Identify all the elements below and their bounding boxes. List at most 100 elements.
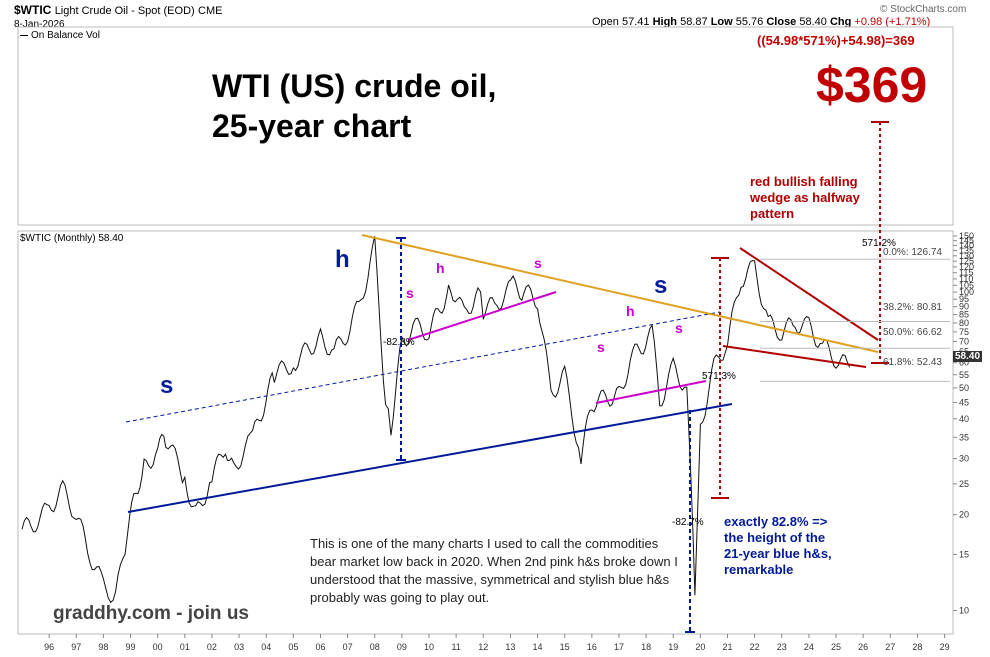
y-tick-label: 125	[959, 256, 974, 266]
x-tick-label: 25	[831, 642, 841, 652]
blue-hs-note: exactly 82.8% => the height of the 21-ye…	[724, 514, 832, 577]
low-label: Low	[710, 16, 733, 28]
panel-label: $WTIC (Monthly) 58.40	[20, 233, 124, 244]
header-date: 8-Jan-2026	[14, 19, 65, 30]
x-tick-label: 19	[668, 642, 678, 652]
pink-hs2-left-shoulder: s	[597, 339, 605, 355]
high-label: High	[652, 16, 678, 28]
pct-571-3-label: 571.3%	[702, 371, 736, 382]
price-line	[21, 236, 851, 604]
orange-downtrend	[361, 234, 879, 353]
blue-left-shoulder-label: s	[160, 372, 174, 399]
x-tick-label: 28	[912, 642, 922, 652]
fib-level-618: 61.8%: 52.43	[883, 357, 942, 368]
y-tick-label: 100	[959, 287, 974, 297]
y-axis: 1015202530354045505560657075808590951001…	[959, 231, 974, 616]
pct-82-8-label: -82.8%	[383, 337, 415, 348]
y-tick-label: 35	[959, 432, 969, 442]
price-series	[21, 236, 851, 604]
blue-right-shoulder-label: s	[654, 272, 668, 299]
y-tick-label: 10	[959, 606, 969, 616]
x-tick-label: 21	[722, 642, 732, 652]
symbol: $WTIC	[14, 3, 52, 17]
x-tick-label: 26	[858, 642, 868, 652]
x-tick-label: 06	[315, 642, 325, 652]
pink-hs1-right-shoulder: s	[534, 255, 542, 271]
fib-level-0: 0.0%: 126.74	[883, 247, 942, 258]
x-tick-label: 09	[397, 642, 407, 652]
y-tick-label: 70	[959, 336, 969, 346]
y-tick-label: 75	[959, 327, 969, 337]
x-tick-label: 00	[153, 642, 163, 652]
y-tick-label: 20	[959, 510, 969, 520]
pink-neckline-1	[407, 291, 557, 341]
x-tick-label: 20	[695, 642, 705, 652]
y-tick-label: 25	[959, 479, 969, 489]
pink-hs1-head: h	[436, 260, 445, 276]
target-formula: ((54.98*571%)+54.98)=369	[757, 33, 915, 48]
pct-82-7-label: -82.7%	[672, 517, 704, 528]
y-tick-label: 30	[959, 454, 969, 464]
x-tick-label: 29	[940, 642, 950, 652]
site-credit: graddhy.com - join us	[53, 603, 249, 624]
x-axis: 96 97 98 99 00 01 02 03 04 05 06 07 08 09 10 11 12 13 14 15…	[44, 642, 949, 652]
y-tick-label: 15	[959, 549, 969, 559]
y-tick-label: 145	[959, 236, 974, 246]
x-tick-label: 05	[288, 642, 298, 652]
x-tick-label: 97	[71, 642, 81, 652]
wedge-note: red bullish falling wedge as halfway pat…	[750, 174, 860, 221]
chart-title-line1: WTI (US) crude oil,	[212, 68, 497, 104]
fib-level-50: 50.0%: 66.62	[883, 327, 942, 338]
y-tick-label: 115	[959, 268, 973, 278]
x-tick-label: 99	[126, 642, 136, 652]
y-tick-label: 140	[959, 241, 974, 251]
wedge-lower	[722, 345, 867, 368]
x-tick-label: 22	[750, 642, 760, 652]
pct-571-2-label: 571.2%	[862, 238, 896, 249]
y-tick-label: 105	[959, 280, 974, 290]
symbol-description: Light Crude Oil - Spot (EOD)	[54, 5, 195, 17]
x-tick-label: 24	[804, 642, 814, 652]
copyright: © StockCharts.com	[880, 4, 967, 15]
x-tick-label: 17	[614, 642, 624, 652]
x-tick-label: 02	[207, 642, 217, 652]
pattern-lines	[125, 121, 950, 633]
x-tick-label: 18	[641, 642, 651, 652]
y-tick-label: 50	[959, 383, 969, 393]
x-tick-label: 96	[44, 642, 54, 652]
blue-upper-dashed	[125, 311, 721, 423]
y-tick-label: 80	[959, 318, 969, 328]
y-tick-label: 60	[959, 358, 969, 368]
x-tick-label: 27	[885, 642, 895, 652]
x-tick-label: 23	[777, 642, 787, 652]
y-tick-label: 45	[959, 398, 969, 408]
x-tick-label: 08	[370, 642, 380, 652]
high-value: 58.87	[680, 16, 708, 28]
price-panel-frame	[17, 230, 954, 635]
low-value: 55.76	[735, 16, 764, 28]
close-value: 58.40	[799, 16, 827, 28]
body-note: This is one of the many charts I used to…	[310, 536, 678, 605]
y-tick-label: 95	[959, 294, 969, 304]
y-tick-label: 55	[959, 370, 969, 380]
pink-hs1-left-shoulder: s	[406, 285, 414, 301]
open-label: Open	[592, 16, 619, 28]
indicator-panel-frame	[17, 26, 954, 226]
symbol-exchange: CME	[198, 5, 223, 17]
x-tick-label: 10	[424, 642, 434, 652]
x-tick-label: 01	[180, 642, 190, 652]
y-tick-label: 120	[959, 262, 974, 272]
x-tick-label: 13	[505, 642, 515, 652]
x-tick-label: 04	[261, 642, 271, 652]
grid	[48, 235, 957, 638]
fib-level-38: 38.2%: 80.81	[883, 302, 942, 313]
chg-label: Chg	[829, 16, 852, 28]
blue-neckline	[127, 403, 733, 513]
y-tick-label: 90	[959, 302, 969, 312]
last-price-tag: 58.40	[953, 351, 983, 362]
y-tick-label: 85	[959, 310, 969, 320]
x-tick-label: 98	[98, 642, 108, 652]
x-tick-label: 03	[234, 642, 244, 652]
y-tick-label: 110	[959, 274, 973, 284]
